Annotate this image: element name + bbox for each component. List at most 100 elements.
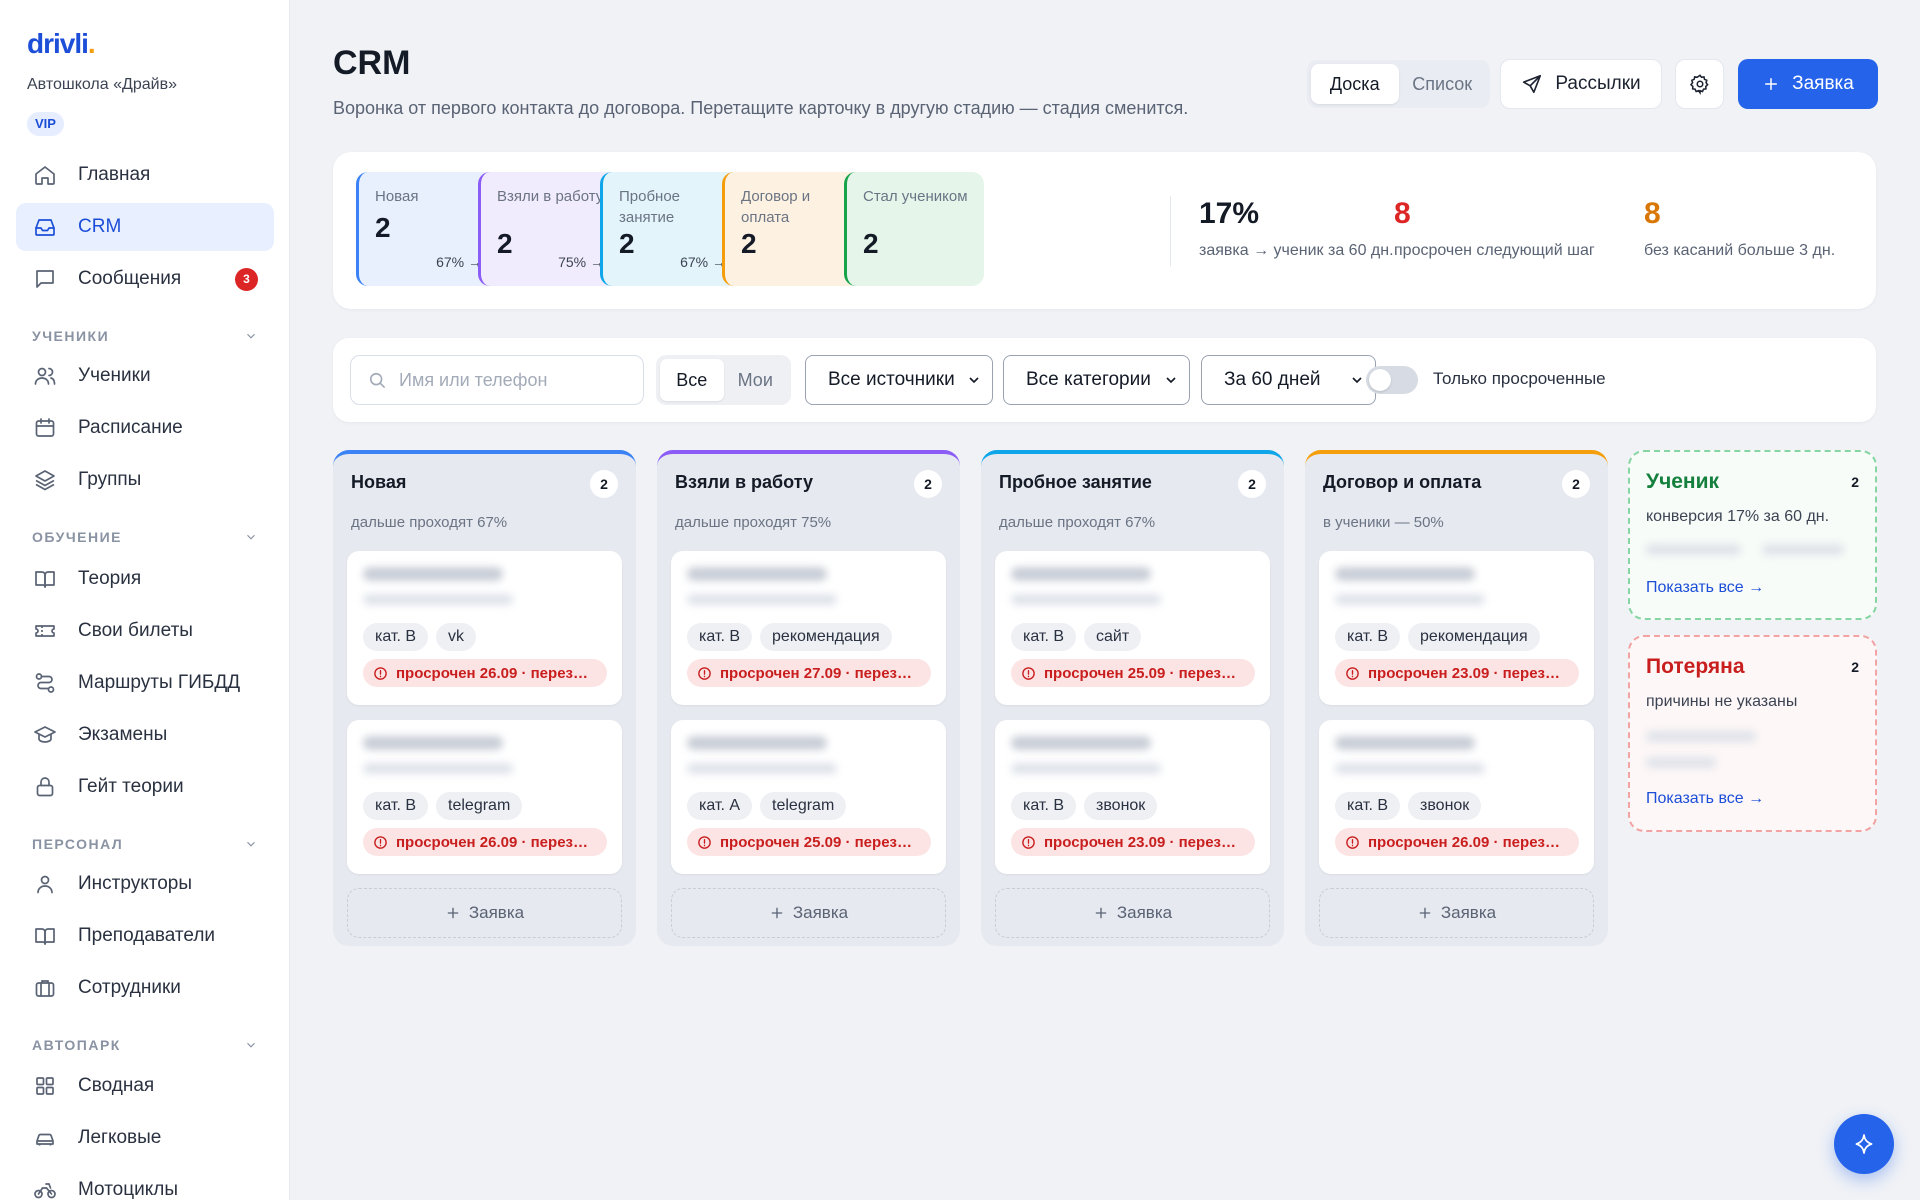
- stage-tile-label: Новая: [375, 188, 419, 205]
- lost-show-all-link[interactable]: Показать все →: [1646, 790, 1765, 807]
- sidebar-item-label: CRM: [78, 216, 122, 237]
- category-select[interactable]: Все категории: [1003, 355, 1190, 405]
- sidebar-item-label: Инструкторы: [78, 873, 193, 894]
- mailings-button[interactable]: Рассылки: [1500, 59, 1662, 109]
- nav-section-training[interactable]: ОБУЧЕНИЕ: [32, 527, 258, 547]
- kanban-column[interactable]: Пробное занятие 2 дальше проходят 67% кат. …: [981, 450, 1284, 946]
- sidebar-item-home[interactable]: Главная: [16, 151, 274, 199]
- sidebar-item-teachers[interactable]: Преподаватели: [16, 912, 274, 960]
- logo[interactable]: drivli.: [27, 28, 96, 59]
- sidebar-item-students[interactable]: Ученики: [16, 352, 274, 400]
- layers-icon: [32, 467, 58, 493]
- sidebar-item-instructors[interactable]: Инструкторы: [16, 860, 274, 908]
- plus-icon: [1765, 78, 1778, 90]
- blurred-name: [1335, 736, 1475, 750]
- category-chip: кат. A: [687, 792, 753, 820]
- overdue-badge: просрочен 23.09 · перезвонить: [1335, 659, 1579, 687]
- blurred-name: [1335, 567, 1475, 581]
- sidebar-item-exams[interactable]: Экзамены: [16, 711, 274, 759]
- sidebar-item-cars[interactable]: Легковые: [16, 1114, 274, 1162]
- student-stage-card[interactable]: Ученик 2 конверсия 17% за 60 дн. Показат…: [1628, 450, 1877, 620]
- new-lead-label: Заявка: [1792, 73, 1854, 94]
- scope-all-button[interactable]: Все: [660, 359, 724, 401]
- nav-section-staff[interactable]: ПЕРСОНАЛ: [32, 834, 258, 854]
- sidebar-item-messages[interactable]: Сообщения 3: [16, 255, 274, 303]
- source-select[interactable]: Все источники: [805, 355, 993, 405]
- column-subtitle: дальше проходят 67%: [351, 514, 508, 531]
- sidebar-item-schedule[interactable]: Расписание: [16, 404, 274, 452]
- source-select-value: Все источники: [828, 369, 955, 390]
- search-input[interactable]: [399, 369, 629, 391]
- stage-tile[interactable]: Новая 2 67% →: [356, 172, 496, 286]
- stage-tile[interactable]: Договор и оплата 2: [722, 172, 862, 286]
- send-icon: [1523, 74, 1542, 94]
- sidebar-item-crm[interactable]: CRM: [16, 203, 274, 251]
- plus-icon: [447, 907, 459, 919]
- settings-button[interactable]: [1675, 59, 1724, 109]
- source-chip: звонок: [1084, 792, 1158, 820]
- sidebar-item-groups[interactable]: Группы: [16, 456, 274, 504]
- view-list-button[interactable]: Список: [1399, 64, 1487, 104]
- assistant-fab[interactable]: [1834, 1114, 1894, 1174]
- add-lead-button[interactable]: Заявка: [347, 888, 622, 938]
- nav-section-fleet[interactable]: АВТОПАРК: [32, 1035, 258, 1055]
- sidebar-item-theory-gate[interactable]: Гейт теории: [16, 763, 274, 811]
- sidebar-item-routes[interactable]: Маршруты ГИБДД: [16, 659, 274, 707]
- section-label: ОБУЧЕНИЕ: [32, 529, 122, 545]
- add-lead-button[interactable]: Заявка: [1319, 888, 1594, 938]
- sidebar: drivli. Автошкола «Драйв» VIP Главная CR…: [0, 0, 290, 1200]
- blurred-name: [363, 736, 503, 750]
- only-overdue-toggle[interactable]: [1366, 366, 1418, 394]
- sidebar-item-motorcycles[interactable]: Мотоциклы: [16, 1166, 274, 1200]
- stage-tile[interactable]: Стал учеником 2: [844, 172, 984, 286]
- period-select[interactable]: За 60 дней: [1201, 355, 1376, 405]
- section-label: АВТОПАРК: [32, 1037, 121, 1053]
- sidebar-item-summary[interactable]: Сводная: [16, 1062, 274, 1110]
- page-subtitle: Воронка от первого контакта до договора.…: [333, 98, 1189, 118]
- sidebar-item-label: Теория: [78, 568, 142, 589]
- overdue-badge: просрочен 27.09 · перезвонить: [687, 659, 931, 687]
- main-content: CRM Воронка от первого контакта до догов…: [290, 0, 1920, 1200]
- nav-section-students[interactable]: УЧЕНИКИ: [32, 326, 258, 346]
- plan-badge: VIP: [27, 112, 64, 136]
- lost-stage-count: 2: [1851, 659, 1859, 675]
- view-board-button[interactable]: Доска: [1311, 64, 1399, 104]
- plus-icon: [1419, 907, 1431, 919]
- category-chip: кат. B: [1335, 623, 1401, 651]
- sidebar-item-employees[interactable]: Сотрудники: [16, 964, 274, 1012]
- sidebar-item-tickets[interactable]: Свои билеты: [16, 607, 274, 655]
- scope-mine-button[interactable]: Мои: [724, 359, 788, 401]
- add-lead-button[interactable]: Заявка: [671, 888, 946, 938]
- graduation-icon: [32, 722, 58, 748]
- sparkle-icon: [1855, 1134, 1873, 1154]
- lead-card[interactable]: кат. Bvk просрочен 26.09 · перезвонить: [347, 551, 622, 705]
- stale-label: без касаний больше 3 дн.: [1644, 242, 1836, 259]
- filters-bar: Все Мои Все источники Все категории За 6…: [333, 338, 1876, 422]
- column-count: 2: [914, 470, 942, 498]
- blurred-phone: [1011, 763, 1161, 774]
- blurred-name: [363, 567, 503, 581]
- new-lead-button[interactable]: Заявка: [1738, 59, 1878, 109]
- sidebar-item-label: Маршруты ГИБДД: [78, 672, 241, 693]
- blurred-phone: [687, 763, 837, 774]
- search-box: [350, 355, 644, 405]
- chevron-down-icon: [247, 841, 255, 847]
- category-chip: кат. B: [1011, 623, 1077, 651]
- add-lead-button[interactable]: Заявка: [995, 888, 1270, 938]
- column-subtitle: в ученики — 50%: [1323, 514, 1444, 531]
- stage-tile[interactable]: Пробное занятие 2 67% →: [600, 172, 740, 286]
- lost-stage-card[interactable]: Потеряна 2 причины не указаны Показать в…: [1628, 635, 1877, 832]
- stage-tile[interactable]: Взяли в работу 2 75% →: [478, 172, 618, 286]
- student-show-all-link[interactable]: Показать все →: [1646, 579, 1765, 596]
- kanban-column[interactable]: Взяли в работу 2 дальше проходят 75% кат. B…: [657, 450, 960, 946]
- sidebar-item-theory[interactable]: Теория: [16, 555, 274, 603]
